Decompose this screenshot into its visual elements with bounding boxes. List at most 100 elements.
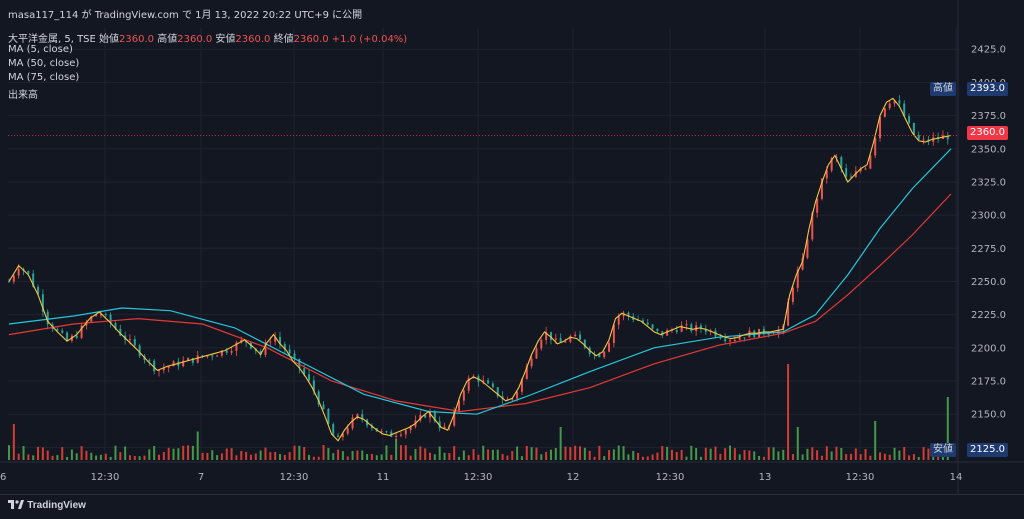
volume-bar [85,450,88,460]
candle-body [685,324,688,326]
volume-bars [8,364,949,460]
volume-bar [811,447,814,460]
volume-bar [477,454,480,460]
volume-bar [661,446,664,460]
volume-bar [254,453,257,460]
time-tick-label: 12:30 [656,472,685,483]
volume-bar [17,453,20,460]
candle-body [399,434,402,436]
volume-bar [80,446,83,460]
symbol-name[interactable]: 大平洋金属, 5, TSE [8,34,96,45]
price-tick-label: 2250.0 [971,277,1006,288]
volume-bar [269,452,272,460]
high-label-tag: 高値 [930,82,956,96]
volume-bar [864,449,867,460]
candle-body [516,391,519,399]
indicator-volume[interactable]: 出来高 [8,86,38,101]
candle-body [699,325,702,329]
volume-bar [61,447,64,460]
candle-body [462,390,465,401]
volume-bar [554,447,557,460]
candle-body [540,339,543,349]
volume-bar [482,445,485,460]
indicator-ma50-label[interactable]: MA (50, close) [8,58,80,69]
candle-body [656,328,659,332]
price-axis: 2425.02400.02375.02350.02325.02300.02275… [957,0,1006,494]
volume-bar [99,454,102,460]
candle-body [216,355,219,357]
indicator-ma75-label[interactable]: MA (75, close) [8,72,80,83]
volume-bar [341,451,344,460]
volume-bar [651,454,654,460]
indicator-ma5[interactable]: MA (5, close) [8,44,73,55]
candle-body [569,336,572,342]
candle-body [608,342,611,352]
time-tick-label: 12:30 [280,472,309,483]
candle-body [627,312,630,317]
high-value: 2360.0 [177,34,213,45]
volume-bar [119,452,122,460]
candle-body [85,321,88,326]
volume-bar [883,453,886,460]
volume-bar [748,450,751,460]
candle-body [269,341,272,343]
volume-bar [549,449,552,460]
indicator-ma50[interactable]: MA (50, close) [8,58,79,69]
candle-body [729,340,732,342]
volume-bar [220,453,223,460]
volume-bar [840,447,843,460]
candle-body [356,414,359,418]
time-tick-label: 13 [759,472,772,483]
volume-bar [56,455,59,460]
candle-body [922,139,925,141]
volume-bar [172,448,175,460]
price-tick-label: 2300.0 [971,211,1006,222]
candle-body [893,100,896,104]
indicator-volume-label[interactable]: 出来高 [8,90,38,101]
candle-body [361,414,364,420]
volume-bar [506,455,509,460]
volume-bar [932,456,935,460]
candle-body [898,100,901,104]
volume-bar [380,454,383,460]
candle-body [554,338,557,340]
symbol-legend[interactable]: 大平洋金属, 5, TSE 始値2360.0 高値2360.0 安値2360.0… [8,30,407,45]
time-tick-label: 12:30 [91,472,120,483]
candle-body [104,314,107,316]
candle-body [801,257,804,270]
volume-bar [404,445,407,460]
volume-bar [41,447,44,460]
candle-body [167,366,170,369]
ma75-line [8,193,952,413]
volume-bar [196,431,199,460]
candle-body [917,134,920,140]
candle-body [80,325,83,338]
volume-bar [424,448,427,460]
volume-bar [259,450,262,460]
candle-body [288,349,291,354]
candle-body [467,378,470,391]
volume-bar [893,447,896,460]
candle-body [946,135,949,140]
chart[interactable]: 2425.02400.02375.02350.02325.02300.02275… [0,0,1024,494]
indicator-ma5-label[interactable]: MA (5, close) [8,44,73,55]
volume-bar [158,454,161,460]
volume-bar [298,445,301,460]
candle-body [41,294,44,312]
candle-body [138,345,141,357]
low-label-tag: 安値 [930,443,956,457]
volume-bar [322,445,325,460]
candle-body [395,435,398,437]
indicator-ma75[interactable]: MA (75, close) [8,72,79,83]
volume-bar [22,445,25,460]
tradingview-logo[interactable]: TradingView [8,500,86,511]
volume-bar [487,449,490,460]
candle-body [303,368,306,375]
time-tick-label: 12 [567,472,580,483]
price-tick-label: 2325.0 [971,177,1006,188]
volume-bar [109,456,112,460]
candle-body [641,320,644,323]
volume-bar [46,450,49,460]
candle-body [704,328,707,332]
candle-body [341,433,344,438]
